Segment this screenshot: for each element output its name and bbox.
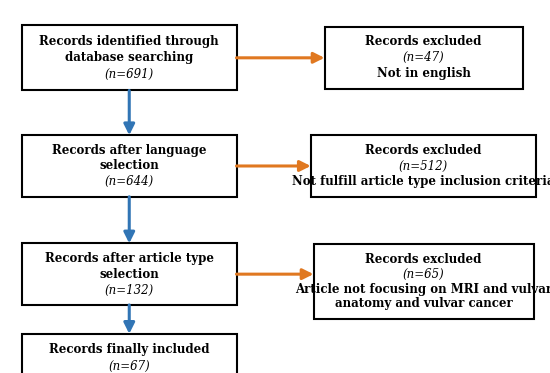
Text: (n=512): (n=512): [399, 160, 448, 172]
Bar: [22, 135, 236, 197]
Text: Not in english: Not in english: [377, 67, 470, 80]
Text: selection: selection: [100, 160, 159, 172]
Text: Article not focusing on MRI and vulvar: Article not focusing on MRI and vulvar: [295, 283, 550, 295]
Text: (n=65): (n=65): [403, 268, 444, 280]
Bar: [314, 244, 534, 319]
Text: Not fulfill article type inclusion criteria: Not fulfill article type inclusion crite…: [292, 175, 550, 188]
Text: (n=691): (n=691): [104, 68, 154, 81]
Bar: [22, 25, 236, 91]
Text: Records identified through: Records identified through: [40, 35, 219, 47]
Text: (n=644): (n=644): [104, 175, 154, 188]
Text: Records finally included: Records finally included: [49, 343, 210, 356]
Text: database searching: database searching: [65, 51, 194, 64]
Bar: [324, 27, 522, 89]
Bar: [22, 243, 236, 305]
Text: Records after language: Records after language: [52, 144, 206, 157]
Text: (n=67): (n=67): [108, 360, 150, 373]
Text: Records excluded: Records excluded: [365, 35, 482, 48]
Text: Records excluded: Records excluded: [365, 253, 482, 266]
Text: Records after article type: Records after article type: [45, 252, 214, 265]
Bar: [22, 334, 236, 373]
Bar: [311, 135, 536, 197]
Text: selection: selection: [100, 268, 159, 280]
Text: anatomy and vulvar cancer: anatomy and vulvar cancer: [334, 298, 513, 310]
Text: (n=132): (n=132): [104, 283, 154, 297]
Text: (n=47): (n=47): [403, 51, 444, 64]
Text: Records excluded: Records excluded: [365, 144, 482, 157]
